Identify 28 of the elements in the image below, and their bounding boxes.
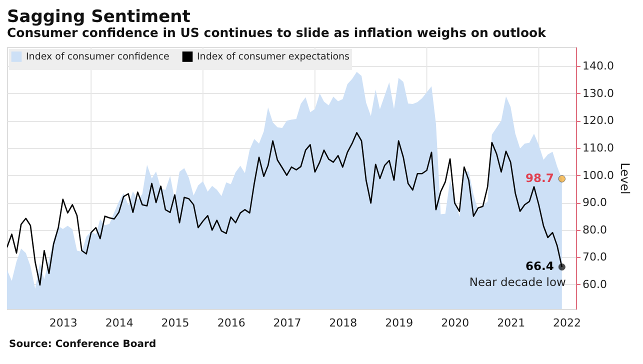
data-label: 66.4 <box>526 258 554 273</box>
y-tick-label: 120.0 <box>582 114 614 128</box>
y-tick-label: 130.0 <box>582 86 614 100</box>
y-tick-label: 70.0 <box>582 250 607 264</box>
legend-label: Index of consumer confidence <box>26 52 170 63</box>
y-tick-label: 80.0 <box>582 223 607 236</box>
y-tick-label: 60.0 <box>582 278 607 291</box>
x-tick-label: 2014 <box>105 316 134 330</box>
x-tick-label: 2013 <box>49 316 78 330</box>
x-tick-label: 2018 <box>329 316 358 330</box>
x-tick-label: 2016 <box>217 316 246 330</box>
legend-label: Index of consumer expectations <box>197 52 350 63</box>
x-tick-label: 2021 <box>497 316 526 330</box>
x-tick-label: 2015 <box>161 316 190 330</box>
y-tick-label: 140.0 <box>582 60 614 73</box>
x-tick-label: 2019 <box>385 316 414 330</box>
source-note: Source: Conference Board <box>9 339 156 350</box>
y-tick-label: 110.0 <box>582 141 614 154</box>
x-tick-label: 2022 <box>553 316 581 330</box>
y-axis-title: Level <box>618 162 632 194</box>
chart-subtitle: Consumer confidence in US continues to slide as inflation weighs on outlook <box>7 25 547 40</box>
chart-title: Sagging Sentiment <box>7 7 190 27</box>
y-tick-label: 100.0 <box>582 168 614 182</box>
annotation: Near decade low <box>469 274 566 289</box>
data-label: 98.7 <box>526 170 554 185</box>
x-tick-label: 2020 <box>441 316 470 330</box>
y-tick-label: 90.0 <box>582 196 607 210</box>
x-tick-label: 2017 <box>273 316 302 330</box>
